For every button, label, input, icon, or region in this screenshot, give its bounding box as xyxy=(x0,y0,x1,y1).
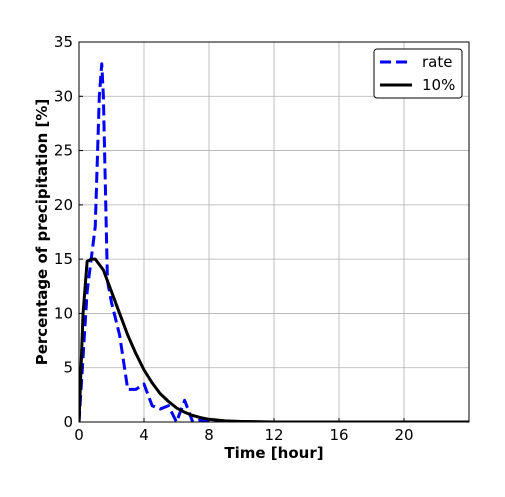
legend-label-10pct: 10% xyxy=(422,76,455,94)
x-tick-label: 0 xyxy=(74,426,84,444)
y-tick-label: 20 xyxy=(54,196,73,214)
y-tick-label: 5 xyxy=(63,359,73,377)
y-tick-label: 35 xyxy=(54,33,73,51)
y-tick-label: 15 xyxy=(54,250,73,268)
y-axis-title: Percentage of precipitation [%] xyxy=(33,99,51,366)
x-tick-label: 16 xyxy=(329,426,348,444)
grid xyxy=(78,41,469,423)
x-tick-label: 8 xyxy=(204,426,214,444)
legend: rate 10% xyxy=(373,48,463,99)
series-layer xyxy=(79,62,469,422)
x-tick-label: 4 xyxy=(139,426,149,444)
x-axis-title: Time [hour] xyxy=(224,444,323,462)
y-tick-label: 25 xyxy=(54,142,73,160)
series-line-10pct xyxy=(79,257,469,422)
y-tick-label: 0 xyxy=(63,413,73,431)
x-tick-label: 12 xyxy=(264,426,283,444)
y-tick-label: 10 xyxy=(54,304,73,322)
series-line-rate xyxy=(79,62,469,422)
legend-label-rate: rate xyxy=(422,53,452,71)
y-tick-label: 30 xyxy=(54,87,73,105)
x-tick-label: 20 xyxy=(394,426,413,444)
ticks: 0 4 8 12 16 20 0 5 10 15 20 25 30 35 xyxy=(54,33,414,444)
